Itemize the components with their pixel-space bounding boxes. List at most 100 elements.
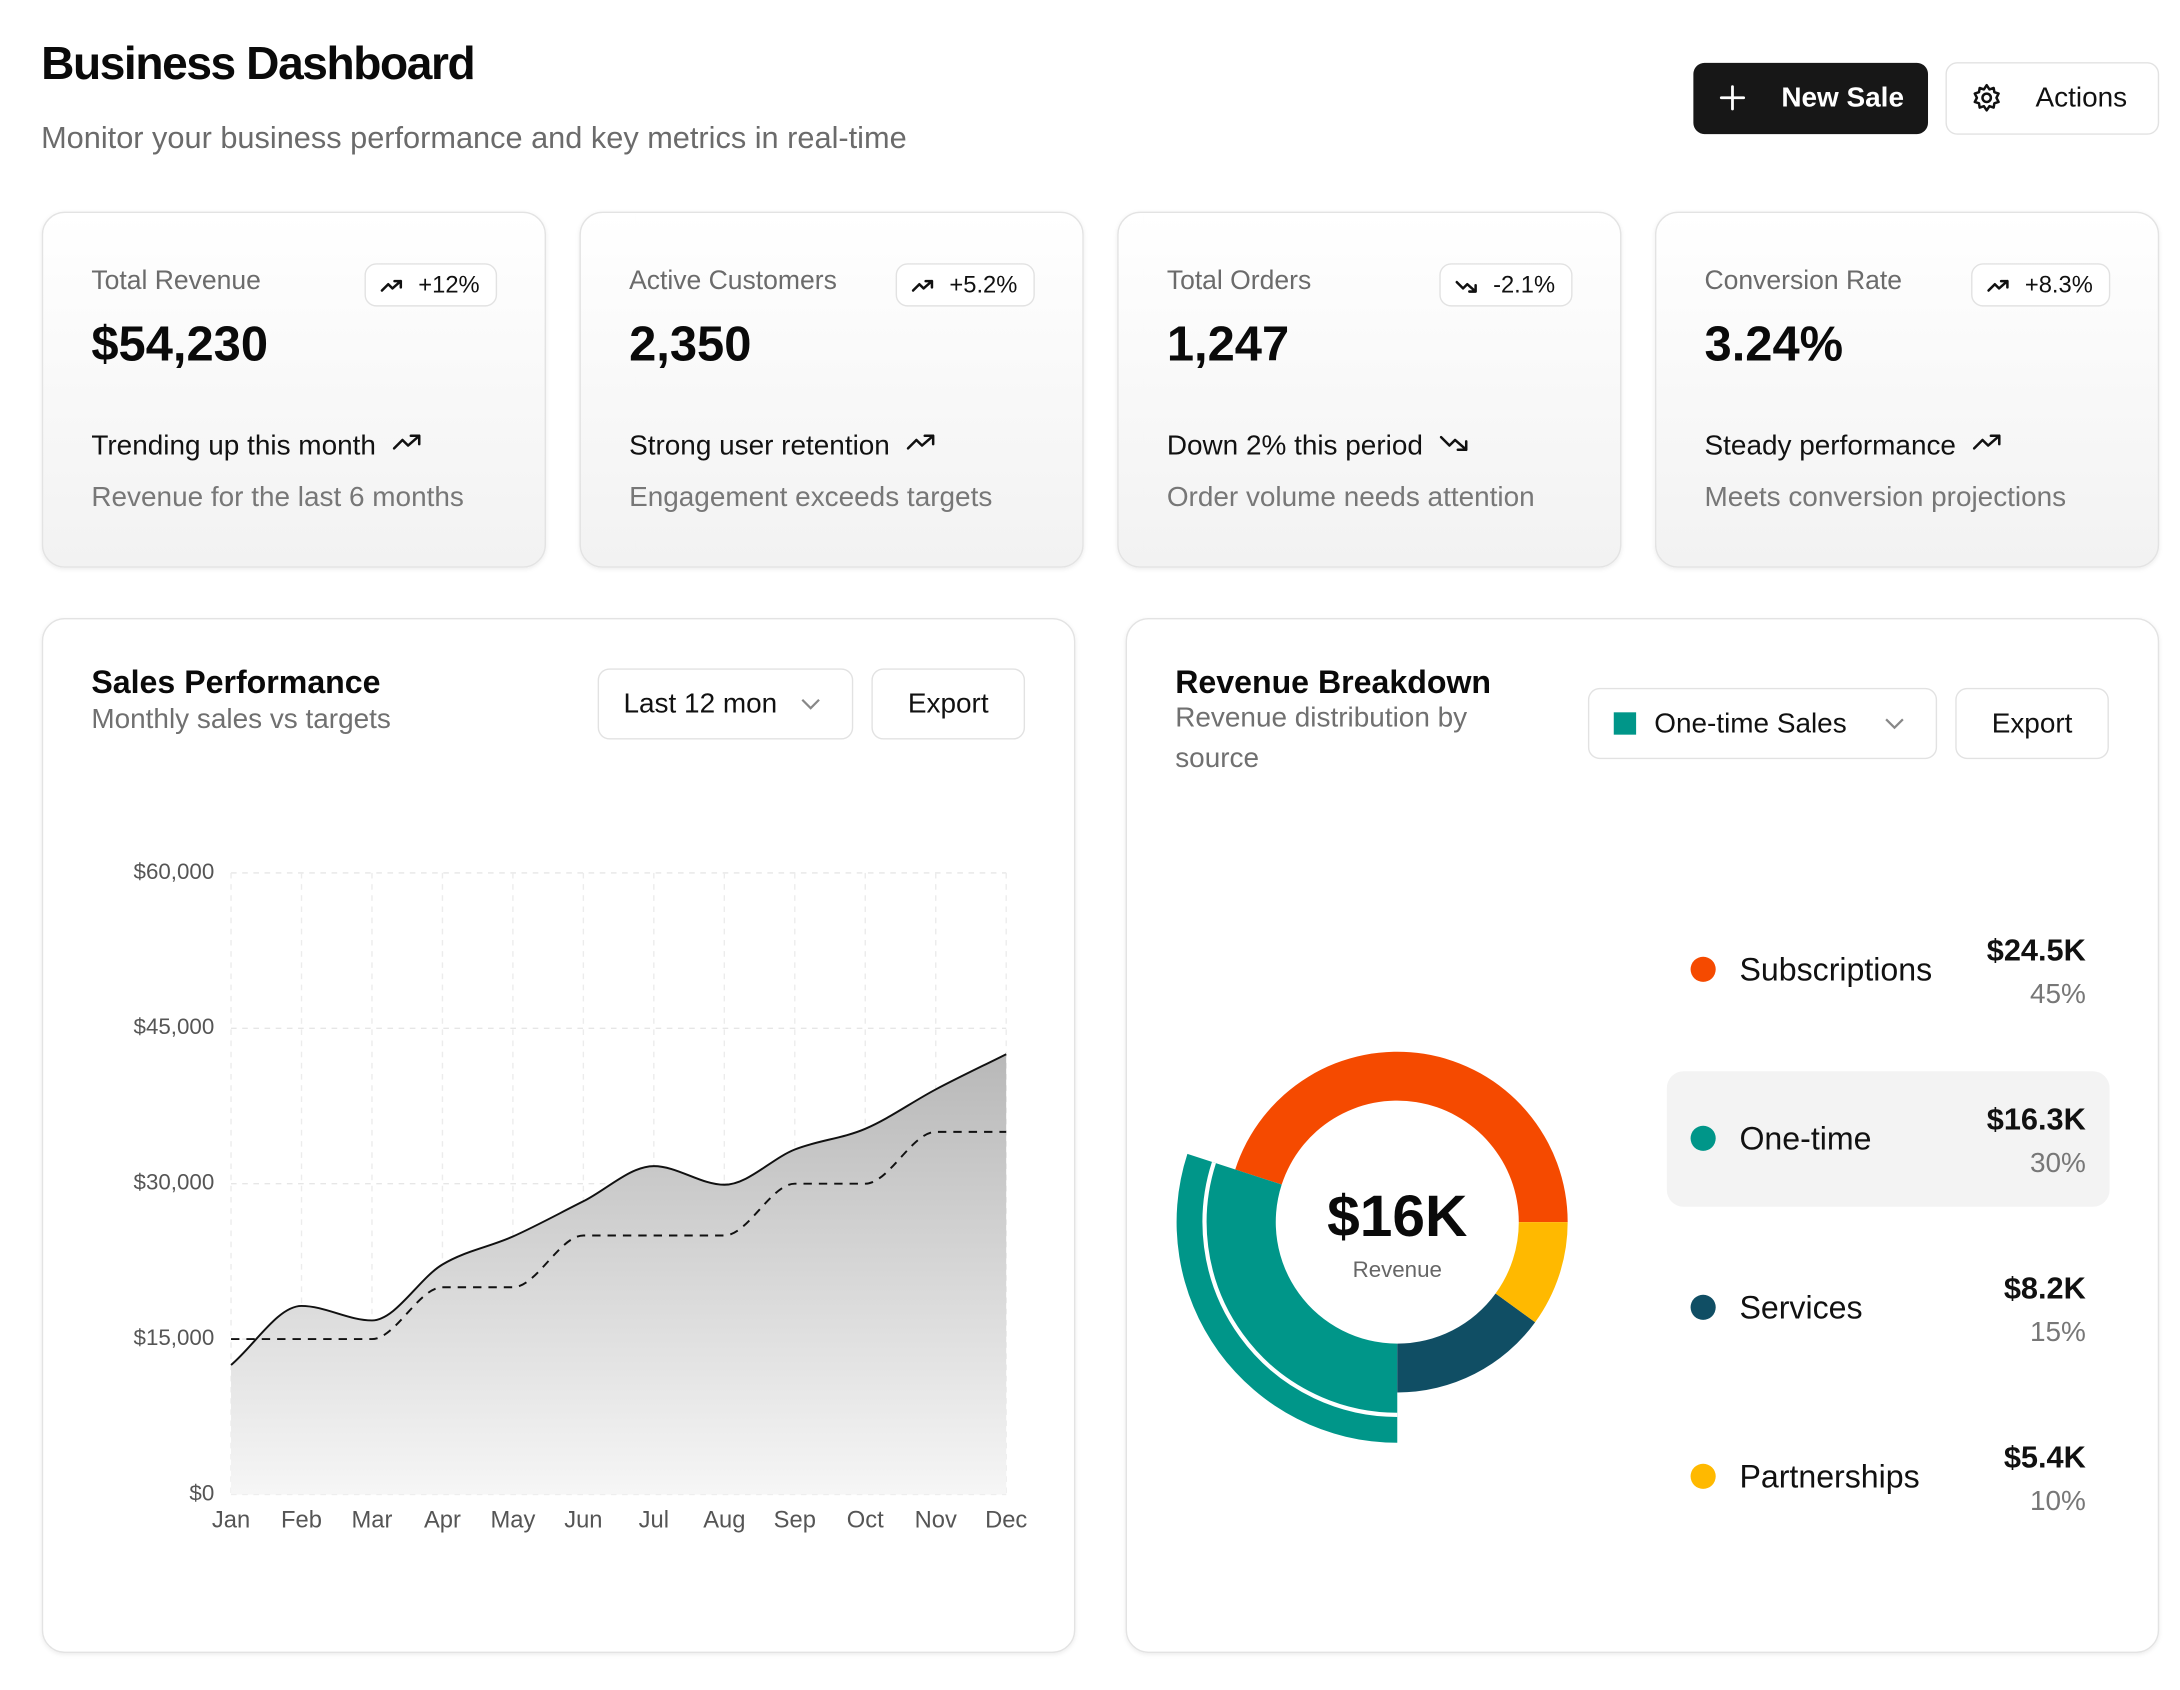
y-tick-label: $60,000 <box>134 859 215 884</box>
change-badge <box>1439 263 1573 307</box>
dropdown[interactable]: Last 12 mon <box>597 668 854 740</box>
export-button[interactable]: Export <box>1955 687 2109 760</box>
page-subtitle: Monitor your business performance and ke… <box>41 120 907 155</box>
x-tick-label: Sep <box>774 1507 816 1533</box>
x-tick-label: Nov <box>915 1507 957 1533</box>
panel-subtitle: Monthly sales vs targets <box>91 703 391 734</box>
legend-highlight <box>1666 1071 2110 1207</box>
legend-dot <box>1690 1294 1716 1320</box>
new-sale-button[interactable]: New Sale <box>1693 62 1929 135</box>
panel-subtitle: Revenue distribution by source <box>1175 702 1468 774</box>
legend-item[interactable]: Partnerships $5.4K 10% <box>1690 1440 2086 1517</box>
button-bg <box>871 668 1026 740</box>
kpi-note: Engagement exceeds targets <box>629 481 992 512</box>
panel-title: Revenue Breakdown <box>1175 664 1491 700</box>
trend-icon <box>1455 280 1477 293</box>
x-tick-label: Apr <box>424 1507 461 1533</box>
legend-dot <box>1690 1463 1716 1489</box>
kpi-card: Total Revenue +12% $54,230 Trending up this… <box>41 211 546 568</box>
export-button[interactable]: Export <box>871 668 1026 740</box>
trend-icon <box>906 434 935 450</box>
plus-icon <box>1719 85 1746 111</box>
dropdown[interactable]: One-time Sales <box>1587 687 1938 760</box>
kpi-note: Order volume needs attention <box>1167 481 1535 512</box>
legend-name: Partnerships <box>1739 1459 1919 1495</box>
center-label: Revenue <box>1353 1257 1442 1282</box>
actions-button[interactable]: Actions <box>1945 62 2160 135</box>
x-tick-label: Aug <box>703 1507 745 1533</box>
change-badge <box>364 263 498 307</box>
legend-item[interactable]: Subscriptions $24.5K 45% <box>1690 933 2086 1010</box>
swatch <box>1613 712 1637 735</box>
trend-icon <box>1972 434 2001 450</box>
kpi-label: Conversion Rate <box>1705 265 1903 295</box>
kpi-trend-text: Strong user retention <box>629 429 890 460</box>
trend-icon <box>1439 435 1468 451</box>
legend-percent: 30% <box>2030 1147 2086 1178</box>
kpi-trend-text: Trending up this month <box>91 429 376 460</box>
kpi-label: Active Customers <box>629 265 837 295</box>
x-tick-label: Mar <box>352 1507 393 1533</box>
kpi-note: Revenue for the last 6 months <box>91 481 464 512</box>
gear-icon <box>1973 83 2000 112</box>
area <box>231 1054 1007 1495</box>
legend-percent: 10% <box>2030 1485 2086 1516</box>
kpi-card: Conversion Rate +8.3% 3.24% Steady performa… <box>1654 211 2160 568</box>
kpi-change: +12% <box>418 273 479 299</box>
button-bg <box>1945 62 2160 135</box>
panel-subtitle-box: Revenue distribution by source <box>1175 702 1468 774</box>
legend-item[interactable]: One-time $16.3K 30% <box>1666 1071 2110 1207</box>
center-value: $16K <box>1327 1184 1467 1249</box>
kpi-trend-text: Down 2% this period <box>1167 429 1423 460</box>
button-label: Last 12 mon <box>624 688 778 719</box>
donut-slice <box>1397 1293 1536 1393</box>
legend-dot <box>1690 956 1716 982</box>
kpi-label: Total Orders <box>1167 265 1311 295</box>
legend-percent: 45% <box>2030 978 2086 1009</box>
kpi-change: -2.1% <box>1493 273 1555 299</box>
trend-icon <box>380 279 403 292</box>
chevron <box>1885 718 1904 730</box>
trend-icon <box>911 279 934 292</box>
kpi-note: Meets conversion projections <box>1705 481 2067 512</box>
legend-amount: $5.4K <box>2004 1440 2086 1475</box>
button-bg <box>597 668 854 740</box>
legend-name: Services <box>1739 1290 1862 1326</box>
donut-slice <box>1235 1051 1568 1223</box>
change-badge <box>1971 263 2111 307</box>
trend-icon <box>1987 279 2009 292</box>
change-badge <box>895 263 1035 307</box>
kpi-value: 1,247 <box>1167 318 1289 372</box>
legend-amount: $24.5K <box>1987 933 2086 968</box>
active-ring <box>1202 1161 1398 1417</box>
kpi-row: Total Revenue +12% $54,230 Trending up this… <box>41 211 2160 568</box>
x-tick-label: Feb <box>281 1507 322 1533</box>
legend-name: One-time <box>1739 1121 1871 1157</box>
series-line <box>231 1130 1007 1341</box>
kpi-value: $54,230 <box>91 318 268 372</box>
donut-slice <box>1176 1153 1398 1443</box>
trend-icon <box>392 434 421 450</box>
y-tick-label: $15,000 <box>134 1325 215 1350</box>
button-bg <box>1693 62 1929 135</box>
kpi-label: Total Revenue <box>91 265 261 295</box>
x-tick-label: Jan <box>212 1507 250 1533</box>
kpi-change: +5.2% <box>949 273 1017 299</box>
button-label: Export <box>1992 707 2073 738</box>
legend-item[interactable]: Services $8.2K 15% <box>1690 1271 2086 1348</box>
x-tick-label: Jul <box>639 1507 669 1533</box>
kpi-trend-text: Steady performance <box>1705 429 1956 460</box>
series-line <box>230 1053 1007 1366</box>
kpi-change: +8.3% <box>2025 273 2093 299</box>
y-tick-label: $30,000 <box>134 1170 215 1195</box>
y-tick-label: $45,000 <box>134 1014 215 1039</box>
donut-slice <box>1495 1222 1568 1323</box>
legend-percent: 15% <box>2030 1316 2086 1347</box>
page-title: Business Dashboard <box>41 37 474 89</box>
kpi-card: Total Orders -2.1% 1,247 Down 2% this perio… <box>1117 211 1622 568</box>
button-label: New Sale <box>1781 82 1904 113</box>
button-label: Actions <box>2036 82 2128 113</box>
